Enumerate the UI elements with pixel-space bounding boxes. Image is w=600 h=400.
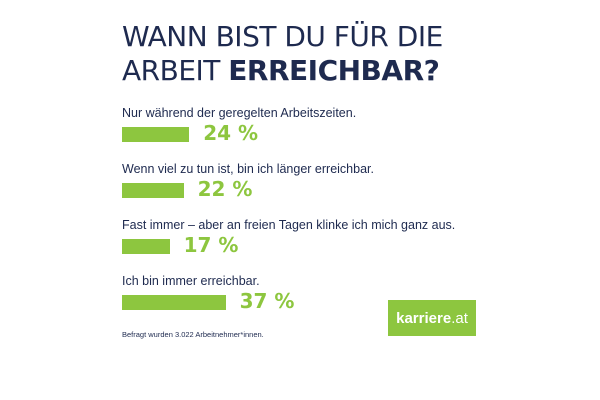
bar-value-label: 17 %	[183, 233, 239, 257]
bar	[122, 183, 184, 198]
bar-row: Ich bin immer erreichbar. 37 %	[122, 274, 482, 328]
bar-row: Nur während der geregelten Arbeitszeiten…	[122, 106, 482, 160]
bar	[122, 239, 170, 254]
bar-value-label: 22 %	[197, 177, 253, 201]
bar-category-label: Nur während der geregelten Arbeitszeiten…	[122, 106, 357, 120]
footnote: Befragt wurden 3.022 Arbeitnehmer*innen.	[122, 330, 264, 339]
logo-name: karriere	[396, 309, 452, 327]
title-line-2-regular: ARBEIT	[122, 54, 229, 87]
bar-value-label: 24 %	[203, 121, 259, 145]
title-line-2: ARBEIT ERREICHBAR?	[122, 54, 443, 88]
chart-title: WANN BIST DU FÜR DIE ARBEIT ERREICHBAR?	[122, 20, 443, 88]
bar-category-label: Ich bin immer erreichbar.	[122, 274, 260, 288]
bar-category-label: Wenn viel zu tun ist, bin ich länger err…	[122, 162, 374, 176]
title-line-1: WANN BIST DU FÜR DIE	[122, 20, 443, 53]
bar	[122, 127, 190, 142]
bar-chart: Nur während der geregelten Arbeitszeiten…	[122, 106, 482, 316]
bar-value-label: 37 %	[239, 289, 295, 313]
title-line-2-bold: ERREICHBAR?	[228, 54, 440, 87]
karriere-logo: karriere .at	[388, 300, 476, 336]
bar-row: Wenn viel zu tun ist, bin ich länger err…	[122, 162, 482, 216]
bar	[122, 295, 226, 310]
bar-row: Fast immer – aber an freien Tagen klinke…	[122, 218, 482, 272]
logo-suffix: .at	[451, 309, 468, 327]
bar-category-label: Fast immer – aber an freien Tagen klinke…	[122, 218, 456, 232]
